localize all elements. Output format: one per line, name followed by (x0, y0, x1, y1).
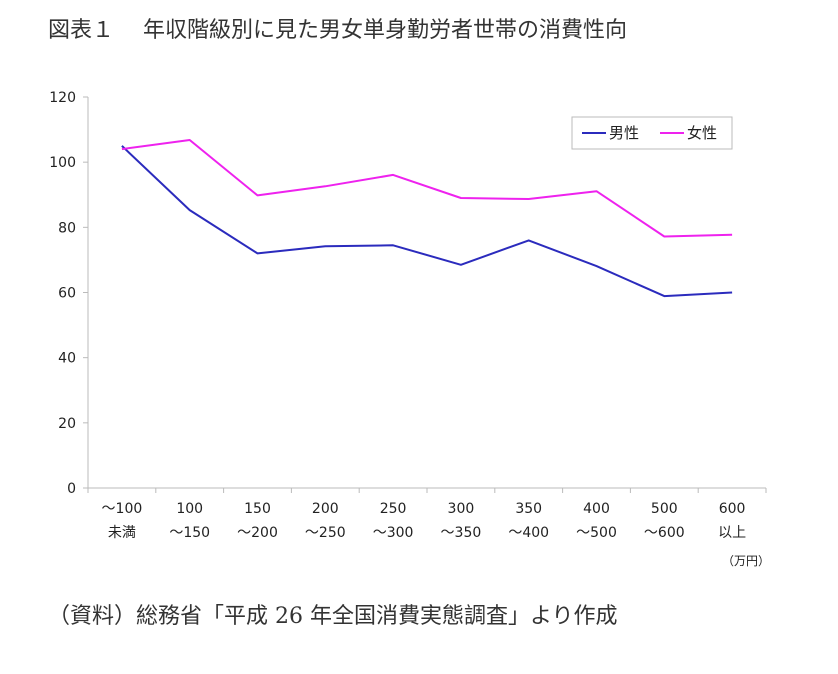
y-axis: 0 20 40 60 80 100 120 (49, 90, 89, 497)
series-lines (121, 139, 733, 298)
x-unit-label: （万円） (722, 554, 770, 568)
legend-label: 女性 (687, 124, 717, 142)
x-tick-label: 150 (244, 501, 271, 517)
x-tick-label: ～300 (373, 525, 414, 541)
y-tick-label: 120 (49, 90, 76, 106)
x-tick-label: ～250 (305, 525, 346, 541)
figure-title: 図表１ 年収階級別に見た男女単身勤労者世帯の消費性向 (48, 18, 627, 43)
x-tick-label: 300 (448, 501, 475, 517)
x-tick-label: 以上 (718, 525, 746, 541)
y-tick-label: 60 (58, 286, 76, 302)
x-tick-label: 350 (515, 501, 542, 517)
series-line (121, 139, 733, 238)
source-note: （資料）総務省「平成 26 年全国消費実態調査」より作成 (48, 604, 618, 629)
y-tick-label: 0 (67, 481, 76, 497)
legend: 男性 女性 (571, 116, 733, 150)
x-tick-label: 600 (719, 501, 746, 517)
series-line (121, 145, 733, 298)
x-tick-label: ～600 (644, 525, 685, 541)
x-tick-label: ～200 (237, 525, 278, 541)
y-tick-label: 100 (49, 155, 76, 171)
x-tick-label: 400 (583, 501, 610, 517)
x-tick-label: ～500 (576, 525, 617, 541)
y-tick-label: 80 (58, 220, 76, 236)
x-tick-label: 未満 (108, 525, 136, 541)
x-tick-label: 250 (380, 501, 407, 517)
y-tick-label: 40 (58, 351, 76, 367)
x-tick-label: 500 (651, 501, 678, 517)
x-tick-label: ～150 (169, 525, 210, 541)
x-tick-label: ～350 (441, 525, 482, 541)
x-tick-label: ～100 (102, 501, 143, 517)
x-tick-label: 200 (312, 501, 339, 517)
legend-label: 男性 (609, 124, 639, 142)
x-axis: ～100 未満 100 ～150 150 ～200 200 ～250 250 ～300 300 ～35… (87, 487, 770, 568)
x-tick-label: ～400 (508, 525, 549, 541)
y-tick-label: 20 (58, 416, 76, 432)
x-tick-label: 100 (176, 501, 203, 517)
